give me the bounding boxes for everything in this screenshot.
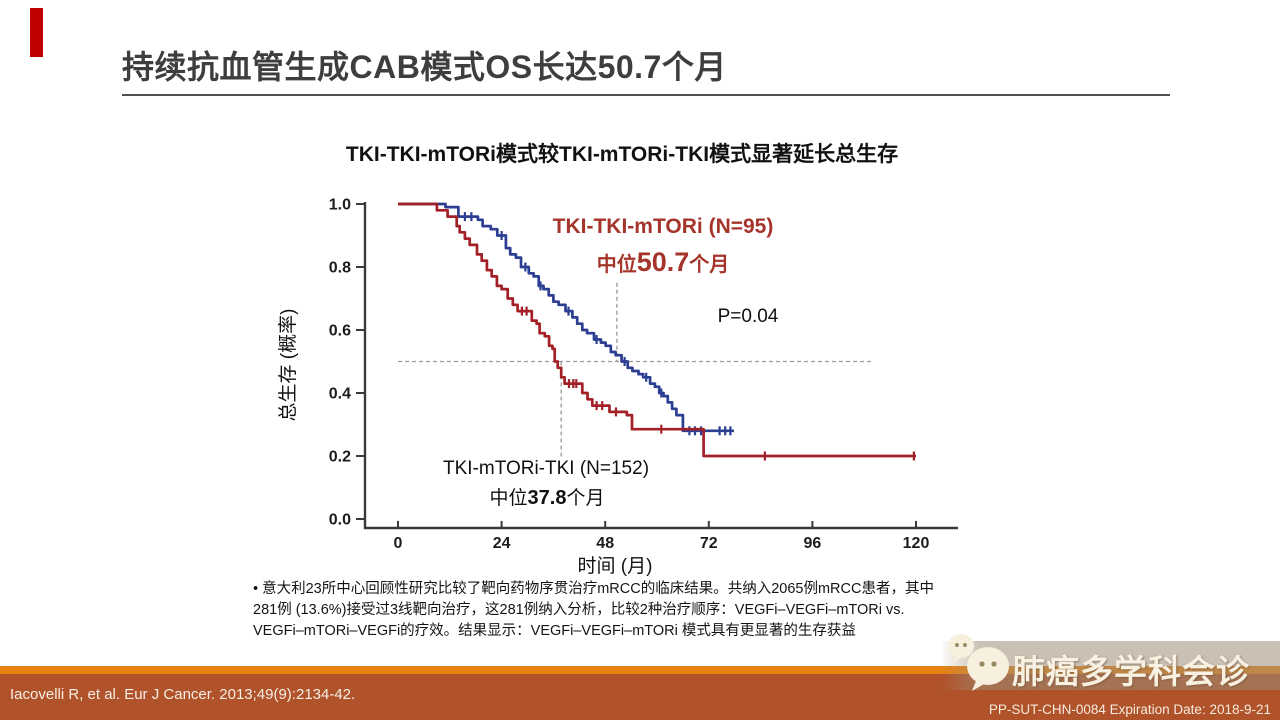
logo-text: 肺癌多学科会诊: [1012, 653, 1250, 690]
y-tick-label: 1.0: [329, 197, 351, 214]
logo-small-bubble-tail: [953, 655, 962, 663]
survival-curve-TKI-mTORi-TKI: [398, 202, 916, 458]
study-summary-line1: • 意大利23所中心回顾性研究比较了靶向药物序贯治疗mRCC的临床结果。共纳入2…: [253, 581, 934, 597]
logo-big-bubble-tail: [972, 681, 984, 691]
logo-big-bubble: [967, 647, 1009, 685]
logo-big-bubble-eye: [991, 661, 997, 667]
x-tick-label: 24: [493, 535, 511, 552]
logo-big-bubble-eye: [979, 661, 985, 667]
series1-median-value: 50.7: [637, 247, 690, 277]
title-underline: [122, 94, 1170, 96]
series1-median-suffix: 个月: [688, 253, 729, 276]
x-tick-label: 120: [903, 535, 930, 552]
logo-small-bubble-eye: [963, 643, 967, 647]
series2-median-suffix: 个月: [566, 487, 604, 509]
series1-label: TKI-TKI-mTORi (N=95): [553, 215, 774, 238]
wechat-logo-icon: [948, 634, 1009, 691]
y-axis-title: 总生存 (概率): [277, 309, 299, 422]
y-tick-label: 0.8: [329, 260, 351, 277]
chart-title: TKI-TKI-mTORi模式较TKI-mTORi-TKI模式显著延长总生存: [345, 143, 899, 166]
y-tick-label: 0.0: [329, 512, 351, 529]
citation-text: Iacovelli R, et al. Eur J Cancer. 2013;4…: [10, 686, 356, 703]
series1-median-prefix: 中位: [597, 252, 637, 276]
x-tick-label: 48: [596, 535, 614, 552]
footer-accent-stripe: [0, 666, 1280, 674]
series1-median-label: 中位50.7个月: [597, 247, 730, 277]
approval-code-text: PP-SUT-CHN-0084 Expiration Date: 2018-9-…: [988, 702, 1271, 717]
slide-title: 持续抗血管生成CAB模式OS长达50.7个月: [122, 49, 727, 85]
axis-ticks: 1.0 0.8 0.6 0.4 0.2 0.0 0 24 48 72 96 120: [329, 197, 930, 553]
study-summary-line2: 281例 (13.6%)接受过3线靶向治疗，这281例纳入分析，比较2种治疗顺序…: [253, 602, 905, 618]
y-tick-label: 0.6: [329, 323, 351, 340]
x-tick-label: 72: [700, 535, 718, 552]
accent-bar: [30, 8, 43, 57]
x-tick-label: 0: [394, 535, 403, 552]
series2-median-value: 37.8: [528, 487, 567, 509]
series2-median-prefix: 中位: [490, 487, 528, 509]
y-tick-label: 0.2: [329, 449, 351, 466]
logo-small-bubble-eye: [955, 643, 959, 647]
survival-curve-TKI-TKI-mTORi: [398, 202, 734, 433]
y-tick-label: 0.4: [329, 386, 351, 403]
x-tick-label: 96: [804, 535, 822, 552]
series2-median-label: 中位37.8个月: [490, 487, 605, 509]
logo-small-bubble: [948, 634, 974, 658]
survival-chart: 1.00.80.60.40.20.00 24 48 72 96 120 总生存 (概率) …: [277, 197, 958, 577]
x-axis-title: 时间 (月): [578, 555, 653, 577]
chart-axes: [363, 202, 958, 530]
study-summary-line3: VEGFi–mTORi–VEGFi的疗效。结果显示：VEGFi–VEGFi–mT…: [253, 623, 856, 639]
survival-curves: [398, 202, 916, 461]
p-value-label: P=0.04: [718, 306, 779, 327]
study-summary: • 意大利23所中心回顾性研究比较了靶向药物序贯治疗mRCC的临床结果。共纳入2…: [253, 579, 998, 642]
series2-label: TKI-mTORi-TKI (N=152): [443, 458, 649, 479]
